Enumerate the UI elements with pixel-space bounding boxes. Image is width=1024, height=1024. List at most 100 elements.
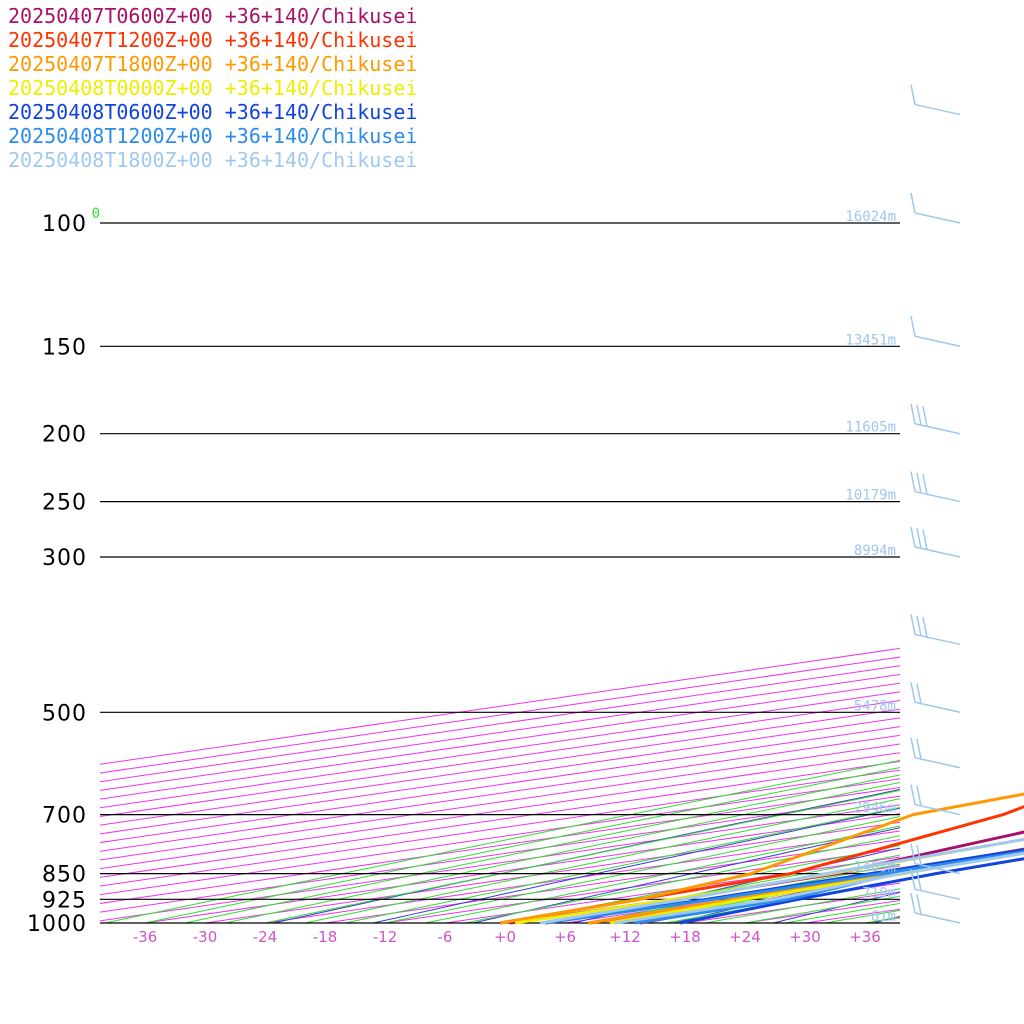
- pressure-tick-label: 100: [42, 212, 87, 237]
- legend-entry: 20250408T0000Z+00 +36+140/Chikusei: [8, 76, 418, 100]
- temperature-tick-label: -24: [253, 928, 278, 946]
- legend-entry: 20250407T1800Z+00 +36+140/Chikusei: [8, 52, 418, 76]
- moist-adiabat-line: [144, 766, 900, 924]
- wind-barb-flag: [910, 84, 916, 105]
- isotherm-line: [504, 865, 900, 924]
- wind-barb-flag: [910, 682, 916, 703]
- isotherm-line: [744, 900, 900, 924]
- isotherm-line: [100, 708, 900, 826]
- wind-barb-staff: [914, 212, 961, 224]
- wind-barb-flag: [916, 615, 922, 636]
- wind-barb: [910, 682, 961, 714]
- legend-entry: 20250407T0600Z+00 +36+140/Chikusei: [8, 4, 418, 28]
- moist-adiabat-lines: [104, 759, 900, 924]
- wind-barb-staff: [914, 103, 961, 116]
- legend-entry: 20250407T1200Z+00 +36+140/Chikusei: [8, 28, 418, 52]
- height-label: 10179m: [845, 488, 896, 504]
- moist-adiabat-line: [424, 825, 900, 924]
- isotherm-line: [444, 856, 900, 924]
- legend-entry: 20250408T1800Z+00 +36+140/Chikusei: [8, 148, 418, 172]
- isotherm-line: [100, 656, 900, 774]
- wind-barb-flag: [910, 526, 916, 548]
- temperature-tick-label: +0: [494, 928, 516, 946]
- isotherm-line: [804, 908, 900, 924]
- moist-adiabat-line: [464, 835, 900, 924]
- dry-adiabat-line: [473, 827, 900, 924]
- isobar-lines: [100, 222, 900, 924]
- wind-barb-column: [910, 84, 961, 924]
- temperature-tick-label: +24: [729, 928, 761, 946]
- isotherm-line: [100, 665, 900, 783]
- height-label: 2946m: [854, 801, 896, 817]
- temperature-tick-label: -36: [133, 928, 158, 946]
- isotherm-line: [324, 839, 900, 924]
- wind-barb: [910, 526, 961, 558]
- wind-barb-flag: [922, 406, 928, 427]
- pressure-tick-label: 200: [42, 423, 87, 448]
- wind-barb-flag: [910, 316, 916, 337]
- temperature-tick-label: +6: [554, 928, 576, 946]
- isotherm-line: [384, 847, 900, 924]
- moist-adiabat-line: [224, 781, 900, 924]
- wind-barb: [910, 403, 961, 435]
- height-label: 13451m: [845, 332, 896, 348]
- pressure-tick-label: 150: [42, 335, 87, 360]
- wind-barb-flag: [922, 474, 928, 495]
- height-label: 16024m: [845, 209, 896, 225]
- height-label: 710m: [862, 885, 896, 901]
- temperature-tick-label: -18: [313, 928, 338, 946]
- wind-barb-flag: [916, 894, 922, 915]
- wind-barb: [910, 892, 961, 924]
- wind-barb-flag: [916, 404, 922, 426]
- isotherm-line: [624, 882, 900, 924]
- wind-barb-staff: [914, 422, 961, 435]
- moist-adiabat-line: [504, 844, 900, 924]
- pressure-tick-label: 925: [42, 888, 87, 913]
- moist-adiabat-line: [784, 902, 900, 924]
- moist-adiabat-line: [624, 872, 900, 924]
- wind-barb-flag: [916, 738, 922, 760]
- isotherm-line: [100, 734, 900, 852]
- isotherm-line: [100, 647, 900, 765]
- temperature-tick-label: +18: [669, 928, 701, 946]
- sounding-series: [499, 792, 1024, 925]
- wind-barb: [910, 843, 961, 875]
- height-label: 1403m: [854, 860, 896, 876]
- wind-barb-flag: [922, 529, 928, 550]
- temperature-tick-label: +30: [789, 928, 821, 946]
- pressure-tick-label: 850: [42, 863, 87, 888]
- wind-barb-flag: [910, 614, 916, 635]
- wind-barb: [910, 192, 961, 224]
- moist-adiabat-line: [264, 789, 900, 924]
- isotherm-line: [100, 743, 900, 861]
- dry-adiabat-line: [373, 807, 900, 924]
- wind-barb-flag: [910, 403, 916, 424]
- temperature-tick-label: -6: [438, 928, 453, 946]
- wind-barb: [910, 614, 961, 646]
- temperature-tick-label: +36: [849, 928, 881, 946]
- isotherm-line: [564, 873, 900, 924]
- height-label: 8994m: [854, 543, 896, 559]
- moist-adiabat-line: [544, 854, 900, 924]
- dry-adiabat-line: [974, 0, 1024, 923]
- isotherm-line: [100, 700, 900, 817]
- wind-barb-flag: [910, 192, 916, 214]
- temperature-line: [634, 850, 1024, 925]
- isotherm-line: [100, 691, 900, 809]
- wind-barb-staff: [914, 803, 961, 816]
- temperature-tick-label: -30: [193, 928, 218, 946]
- moist-adiabat-line: [104, 759, 900, 924]
- wind-barb-flag: [916, 528, 922, 549]
- pressure-tick-label: 300: [42, 546, 87, 571]
- wind-barb-flag: [910, 843, 916, 864]
- dry-adiabat-line: [673, 869, 900, 924]
- wind-barb-flag: [910, 892, 916, 914]
- wind-barb-flag: [916, 870, 922, 891]
- pressure-tick-label: 700: [42, 804, 87, 829]
- wind-barb-flag: [922, 616, 928, 638]
- wind-barb-flag: [916, 683, 922, 704]
- wind-barb-staff: [914, 888, 961, 901]
- dewpoint-line: [544, 850, 1024, 925]
- wind-barb-staff: [914, 633, 961, 646]
- wind-barb-staff: [914, 912, 961, 924]
